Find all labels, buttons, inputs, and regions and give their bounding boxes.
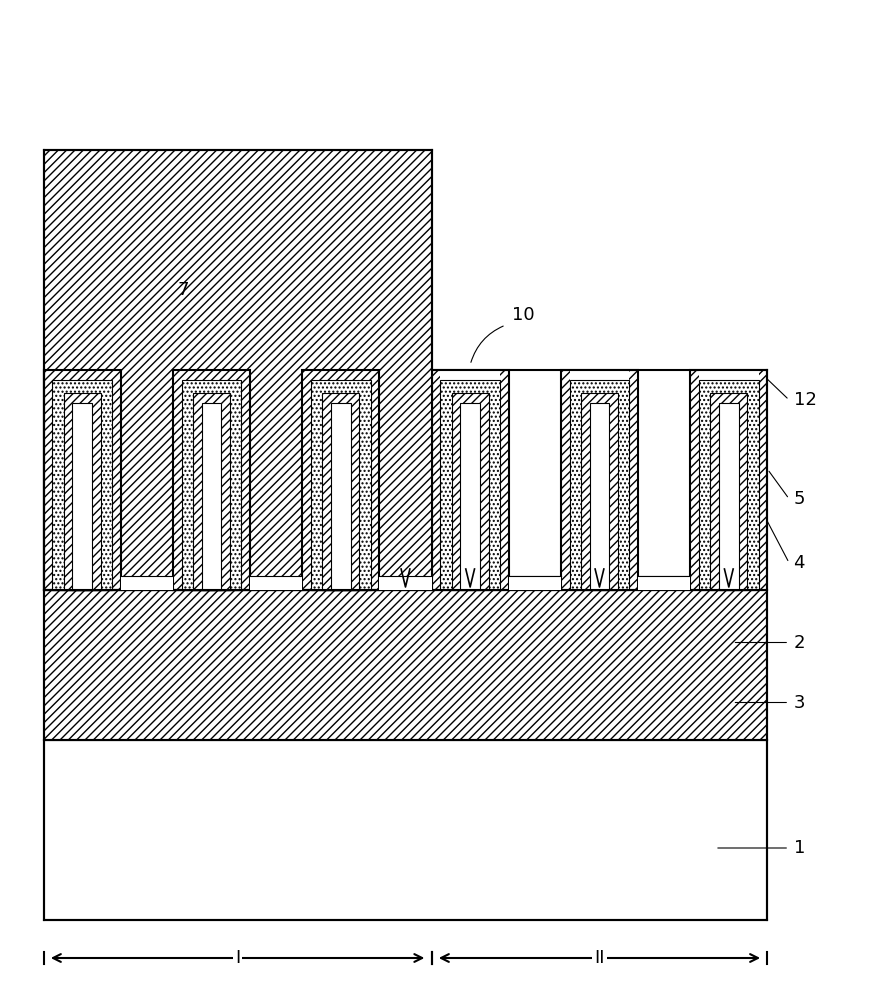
Bar [181,380,242,590]
Bar [100,380,112,590]
Text: 12: 12 [794,391,816,409]
Bar [250,576,303,590]
Bar [589,403,610,590]
Bar [44,740,767,920]
Bar [569,380,581,590]
Bar [181,380,242,590]
Bar [581,393,618,590]
Bar [323,393,359,590]
Bar [311,380,371,590]
Text: 3: 3 [794,694,805,712]
Bar [488,380,500,590]
Bar [64,393,100,590]
Bar [181,380,193,590]
Text: II: II [594,949,604,967]
Bar [173,370,250,590]
Bar [379,576,432,590]
Bar [201,403,221,590]
Bar [460,403,480,590]
Text: 7: 7 [177,281,189,299]
Bar [44,576,767,590]
Bar [638,576,691,590]
Bar [120,576,173,590]
Text: 1: 1 [794,839,805,857]
Bar [120,576,173,590]
Bar [359,380,371,590]
Bar [569,370,630,380]
Text: 10: 10 [512,306,535,324]
Bar [52,380,112,393]
Bar [52,380,64,590]
Bar [52,380,112,590]
Bar [508,576,561,590]
Bar [181,370,242,380]
Bar [303,370,379,590]
Bar [618,380,630,590]
Bar [331,403,351,590]
Bar [250,576,303,590]
Bar [699,380,759,393]
Bar [561,370,638,590]
Text: 5: 5 [794,490,805,508]
Bar [72,403,92,590]
Bar [44,370,120,590]
Bar [311,370,371,380]
Bar [432,370,508,590]
Bar [193,393,230,590]
Bar [440,380,452,590]
Bar [303,370,379,590]
Bar [719,403,739,590]
Bar [311,380,371,393]
Bar [181,380,242,393]
Bar [440,380,500,590]
Bar [173,370,250,590]
Bar [440,370,500,380]
Bar [52,370,112,380]
Bar [331,403,351,590]
Bar [193,393,230,590]
Bar [452,393,488,590]
Bar [699,380,711,590]
Bar [44,576,52,590]
Bar [230,380,242,590]
Bar [201,403,221,590]
Text: 2: 2 [794,634,805,652]
Bar [711,393,747,590]
Bar [691,370,767,590]
Bar [508,576,561,590]
Bar [699,380,759,590]
Bar [699,370,759,380]
Text: 4: 4 [794,554,805,572]
Bar [440,380,500,393]
Bar [379,576,432,590]
Bar [747,380,759,590]
Bar [52,380,112,590]
Bar [569,380,630,590]
Text: I: I [235,949,240,967]
Bar [311,380,371,590]
Bar [64,393,100,590]
Bar [569,380,630,393]
Bar [44,150,432,590]
Bar [44,370,120,590]
Bar [638,576,691,590]
Bar [72,403,92,590]
Bar [323,393,359,590]
Bar [311,380,323,590]
Bar [44,590,767,740]
